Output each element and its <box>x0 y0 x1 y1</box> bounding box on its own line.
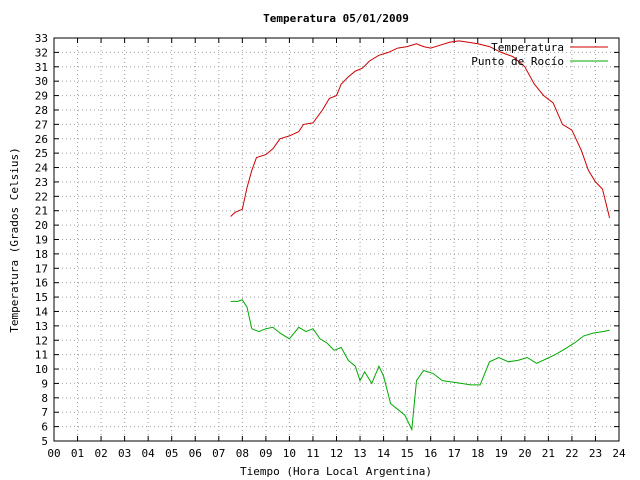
y-tick-label: 8 <box>41 392 48 405</box>
y-tick-label: 7 <box>41 406 48 419</box>
series-lines <box>230 40 611 432</box>
y-tick-label: 23 <box>35 176 48 189</box>
grid <box>54 38 619 441</box>
x-axis-ticks: 00 01 02 03 04 05 06 07 08 09 10 11 12 13 14 15 16 17 18 19… <box>47 38 626 460</box>
x-tick-label: 03 <box>118 447 131 460</box>
y-tick-label: 14 <box>35 305 49 318</box>
x-tick-label: 08 <box>236 447 249 460</box>
y-tick-label: 19 <box>35 234 48 247</box>
x-tick-label: 20 <box>518 447 531 460</box>
x-tick-label: 10 <box>283 447 296 460</box>
x-tick-label: 22 <box>565 447 578 460</box>
legend-label-punto-de-rocio: Punto de Rocío <box>471 55 564 68</box>
x-tick-label: 00 <box>47 447 60 460</box>
x-tick-label: 09 <box>259 447 272 460</box>
plot-frame <box>53 37 620 442</box>
series-line-1 <box>230 299 610 432</box>
x-tick-label: 12 <box>330 447 343 460</box>
x-tick-label: 19 <box>495 447 508 460</box>
y-tick-label: 33 <box>35 32 48 45</box>
x-tick-label: 13 <box>353 447 366 460</box>
y-axis-label: Temperatura (Grados Celsius) <box>8 147 21 332</box>
y-tick-label: 30 <box>35 75 48 88</box>
y-tick-label: 20 <box>35 219 48 232</box>
x-tick-label: 04 <box>142 447 156 460</box>
y-tick-label: 21 <box>35 205 48 218</box>
y-tick-label: 13 <box>35 320 48 333</box>
y-tick-label: 25 <box>35 147 48 160</box>
x-tick-label: 06 <box>189 447 202 460</box>
x-tick-label: 21 <box>542 447 555 460</box>
y-tick-label: 5 <box>41 435 48 448</box>
y-tick-label: 27 <box>35 118 48 131</box>
x-tick-label: 16 <box>424 447 437 460</box>
y-tick-label: 17 <box>35 262 48 275</box>
x-tick-label: 23 <box>589 447 602 460</box>
x-tick-label: 07 <box>212 447 225 460</box>
y-tick-label: 26 <box>35 133 48 146</box>
legend-label-temperatura: Temperatura <box>491 41 564 54</box>
y-tick-label: 18 <box>35 248 48 261</box>
x-tick-label: 17 <box>448 447 461 460</box>
x-tick-label: 24 <box>612 447 626 460</box>
y-tick-label: 31 <box>35 61 48 74</box>
legend: Temperatura Punto de Rocío <box>471 41 608 68</box>
y-tick-label: 22 <box>35 190 48 203</box>
x-tick-label: 11 <box>306 447 319 460</box>
x-tick-label: 05 <box>165 447 178 460</box>
y-tick-label: 32 <box>35 46 48 59</box>
x-tick-label: 15 <box>401 447 414 460</box>
x-axis-label: Tiempo (Hora Local Argentina) <box>240 465 432 478</box>
y-tick-label: 15 <box>35 291 48 304</box>
y-tick-label: 6 <box>41 421 48 434</box>
x-tick-label: 14 <box>377 447 391 460</box>
x-tick-label: 01 <box>71 447 84 460</box>
y-tick-label: 12 <box>35 334 48 347</box>
chart-title: Temperatura 05/01/2009 <box>263 12 409 25</box>
y-tick-label: 29 <box>35 90 48 103</box>
y-tick-label: 24 <box>35 162 49 175</box>
y-tick-label: 16 <box>35 277 48 290</box>
y-tick-label: 10 <box>35 363 48 376</box>
y-tick-label: 11 <box>35 349 48 362</box>
y-tick-label: 9 <box>41 377 48 390</box>
x-tick-label: 02 <box>94 447 107 460</box>
x-tick-label: 18 <box>471 447 484 460</box>
series-line-0 <box>230 40 611 219</box>
y-tick-label: 28 <box>35 104 48 117</box>
